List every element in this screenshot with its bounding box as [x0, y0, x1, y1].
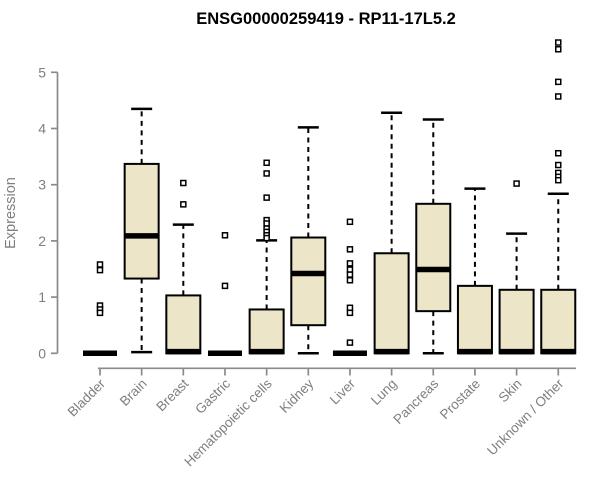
- outlier-point: [555, 176, 562, 184]
- outlier-point: [180, 179, 187, 187]
- x-axis-label: Lung: [368, 376, 400, 408]
- x-axis-label: Prostate: [437, 376, 483, 422]
- x-axis-label: Unknown / Other: [484, 376, 567, 459]
- box: [540, 288, 577, 355]
- x-axis-label: Pancreas: [390, 376, 441, 427]
- outlier-point: [96, 261, 104, 268]
- outlier-point: [346, 266, 354, 273]
- box: [123, 162, 160, 280]
- outlier-point: [346, 309, 354, 317]
- outlier-point: [180, 201, 187, 208]
- outlier-point: [346, 260, 354, 267]
- x-axis-label: Bladder: [65, 376, 109, 420]
- outlier-point: [555, 78, 562, 86]
- x-axis-label: Kidney: [277, 376, 317, 416]
- box: [498, 288, 535, 355]
- y-axis-tick-label: 0: [38, 345, 46, 361]
- outlier-point: [221, 232, 229, 239]
- outlier-point: [555, 149, 562, 157]
- x-axis-label: Brain: [117, 376, 150, 409]
- outlier-point: [263, 159, 270, 167]
- outlier-point: [555, 161, 562, 169]
- y-axis-title: Expression: [3, 177, 19, 249]
- chart-title: ENSG00000259419 - RP11-17L5.2: [196, 10, 456, 28]
- y-axis-tick-label: 1: [38, 289, 46, 305]
- outlier-point: [346, 218, 354, 226]
- outlier-point: [555, 93, 562, 100]
- x-axis-label: Liver: [327, 376, 359, 408]
- box: [165, 294, 202, 355]
- outlier-point: [555, 46, 562, 53]
- outlier-point: [263, 220, 270, 227]
- outlier-point: [263, 170, 270, 177]
- outlier-point: [555, 39, 562, 46]
- y-axis-tick-label: 4: [38, 121, 46, 137]
- box: [290, 236, 327, 327]
- y-axis-tick-label: 3: [38, 177, 46, 193]
- outlier-point: [96, 309, 104, 317]
- outlier-point: [513, 180, 520, 187]
- x-axis-label: Breast: [153, 376, 191, 414]
- outlier-point: [263, 234, 270, 242]
- x-axis-label: Gastric: [192, 376, 233, 417]
- outlier-point: [96, 266, 104, 274]
- y-axis-tick-label: 2: [38, 233, 46, 249]
- box: [248, 308, 285, 355]
- outlier-point: [263, 194, 270, 201]
- outlier-point: [346, 304, 354, 312]
- outlier-point: [221, 282, 229, 290]
- outlier-point: [346, 276, 354, 284]
- box: [373, 252, 410, 355]
- box: [415, 202, 452, 313]
- outlier-point: [346, 271, 354, 278]
- outlier-point: [346, 246, 354, 253]
- y-axis-tick-label: 5: [38, 64, 46, 80]
- box: [456, 284, 493, 355]
- x-axis-label: Skin: [496, 376, 525, 405]
- outlier-point: [346, 339, 354, 346]
